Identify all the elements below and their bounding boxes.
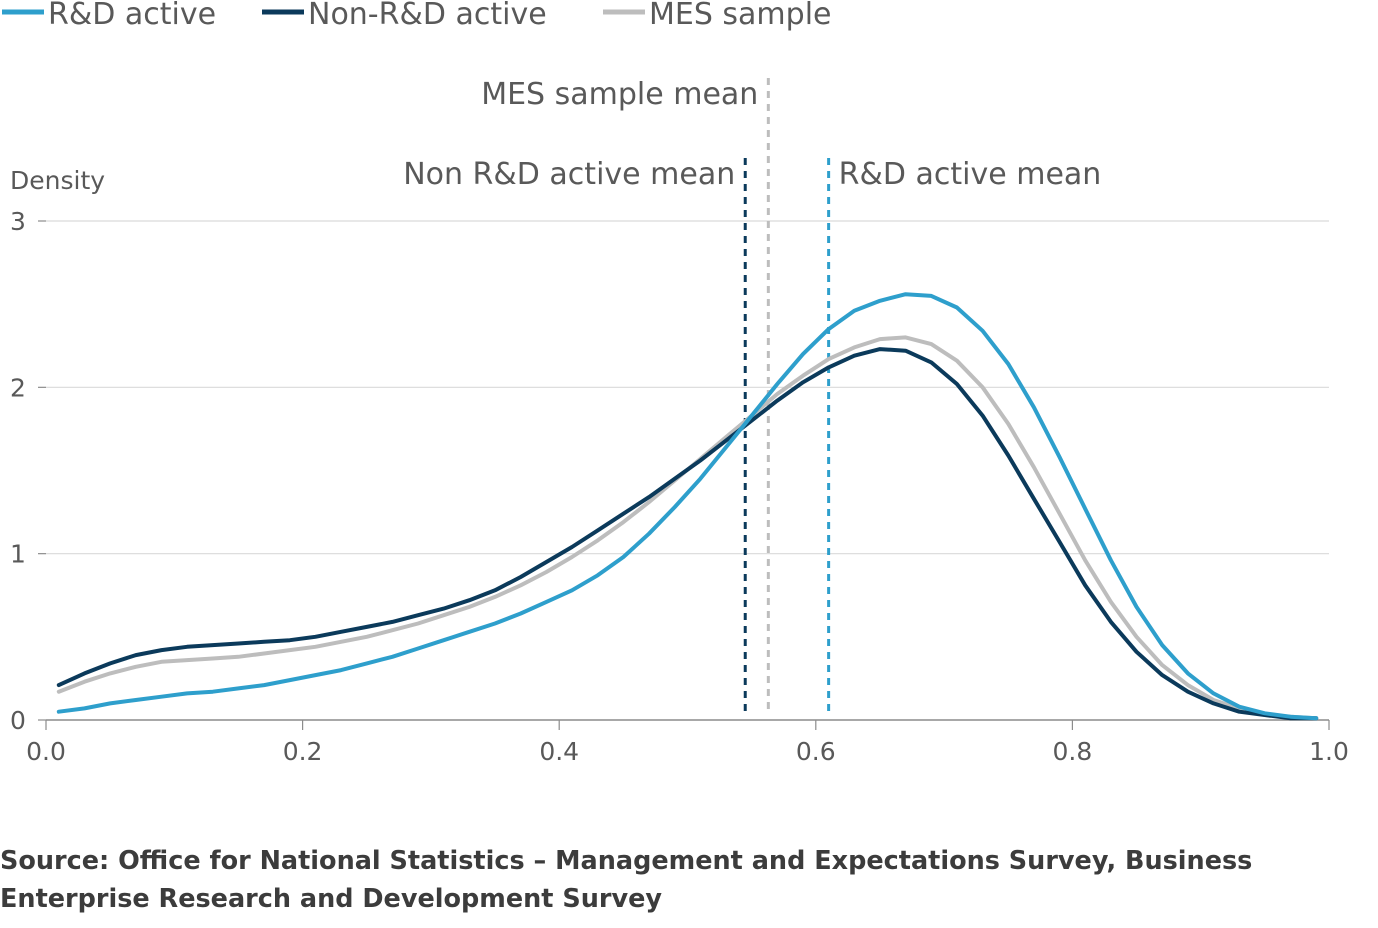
source-note: Source: Office for National Statistics –…: [0, 846, 1253, 914]
x-tick-label-5: 1.0: [1309, 737, 1349, 766]
x-tick-label-2: 0.4: [539, 737, 579, 766]
y-tick-label-0: 0: [10, 706, 26, 735]
reference-label-0: Non R&D active mean: [403, 157, 735, 192]
gridlines: [46, 220, 1329, 555]
x-tick-label-3: 0.6: [796, 737, 836, 766]
reference-label-1: MES sample mean: [481, 77, 758, 112]
reference-label-2: R&D active mean: [839, 157, 1102, 192]
series-lines: [56, 292, 1319, 721]
series-line-1: [56, 347, 1319, 721]
x-tick-label-4: 0.8: [1053, 737, 1093, 766]
y-axis-label: Density: [10, 166, 105, 195]
y-tick-label-2: 2: [10, 373, 26, 402]
y-tick-label-3: 3: [10, 207, 26, 236]
x-tick-label-0: 0.0: [26, 737, 66, 766]
series-line-0: [56, 292, 1319, 721]
legend: R&D active Non-R&D active MES sample: [2, 0, 832, 32]
density-chart: R&D active Non-R&D active MES sample Densi…: [2, 0, 1349, 766]
series-line-2: [56, 335, 1319, 721]
x-axis-ticks: 0.0 0.2 0.4 0.6 0.8 1.0: [26, 719, 1349, 766]
legend-label-2: MES sample: [649, 0, 832, 32]
y-axis-ticks: 0 1 2 3: [10, 207, 46, 735]
legend-label-0: R&D active: [48, 0, 216, 32]
y-tick-label-1: 1: [10, 540, 26, 569]
legend-label-1: Non-R&D active: [308, 0, 547, 32]
x-tick-label-1: 0.2: [283, 737, 323, 766]
